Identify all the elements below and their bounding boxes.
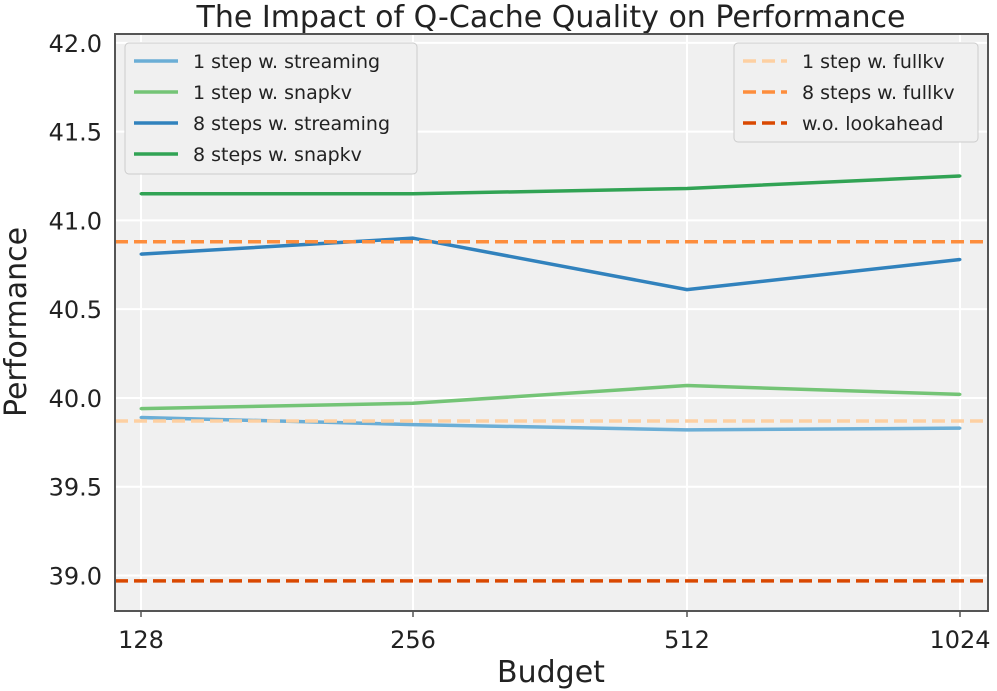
series-line [140, 383, 961, 411]
y-tick-label: 42.0 [49, 30, 102, 58]
x-tick-label: 512 [664, 626, 710, 654]
legend-label: 8 steps w. streaming [193, 113, 390, 135]
x-tick-label: 1024 [929, 626, 990, 654]
y-axis-label: Performance [0, 227, 34, 417]
data-point [958, 174, 962, 178]
data-point [958, 426, 962, 430]
x-axis-label: Budget [497, 655, 605, 690]
chart-title: The Impact of Q-Cache Quality on Perform… [196, 0, 906, 35]
reference-lines [115, 239, 988, 583]
y-tick-label: 41.0 [49, 207, 102, 235]
x-tick-label: 128 [118, 626, 164, 654]
data-point [411, 423, 415, 427]
data-point [411, 192, 415, 196]
data-point [411, 401, 415, 405]
y-tick-label: 40.0 [49, 385, 102, 413]
legend-label: 8 steps w. fullkv [802, 82, 955, 104]
series-lines [139, 174, 962, 432]
series-line [141, 174, 961, 196]
legend-label: 1 step w. fullkv [802, 51, 945, 73]
x-axis-ticks: 128 256 512 1024 [118, 611, 991, 654]
y-tick-label: 40.5 [49, 296, 102, 324]
legend-label: 1 step w. streaming [193, 51, 380, 73]
plot-frame [114, 33, 989, 612]
data-point [958, 392, 962, 396]
data-point [685, 186, 689, 190]
legend-label: 8 steps w. snapkv [193, 144, 362, 166]
data-point [139, 192, 143, 196]
data-point [958, 257, 962, 261]
series-line [140, 236, 961, 292]
legend-series: 1 step w. streaming 1 step w. snapkv 8 ste… [124, 42, 418, 175]
data-point [139, 415, 143, 419]
data-point [685, 288, 689, 292]
y-tick-label: 41.5 [49, 119, 102, 147]
data-point [411, 236, 415, 240]
data-point [139, 252, 143, 256]
legend-label: 1 step w. snapkv [193, 82, 352, 104]
data-point [139, 407, 143, 411]
legend-label: w.o. lookahead [802, 113, 943, 135]
x-tick-label: 256 [390, 626, 436, 654]
y-tick-label: 39.0 [49, 562, 102, 590]
y-axis-ticks: 39.0 39.5 40.0 40.5 41.0 41.5 42.0 [49, 30, 102, 591]
data-point [685, 428, 689, 432]
data-point [685, 384, 689, 388]
y-tick-label: 39.5 [49, 474, 102, 502]
legend-reference: 1 step w. fullkv 8 steps w. fullkv w.o. lo… [733, 42, 979, 143]
